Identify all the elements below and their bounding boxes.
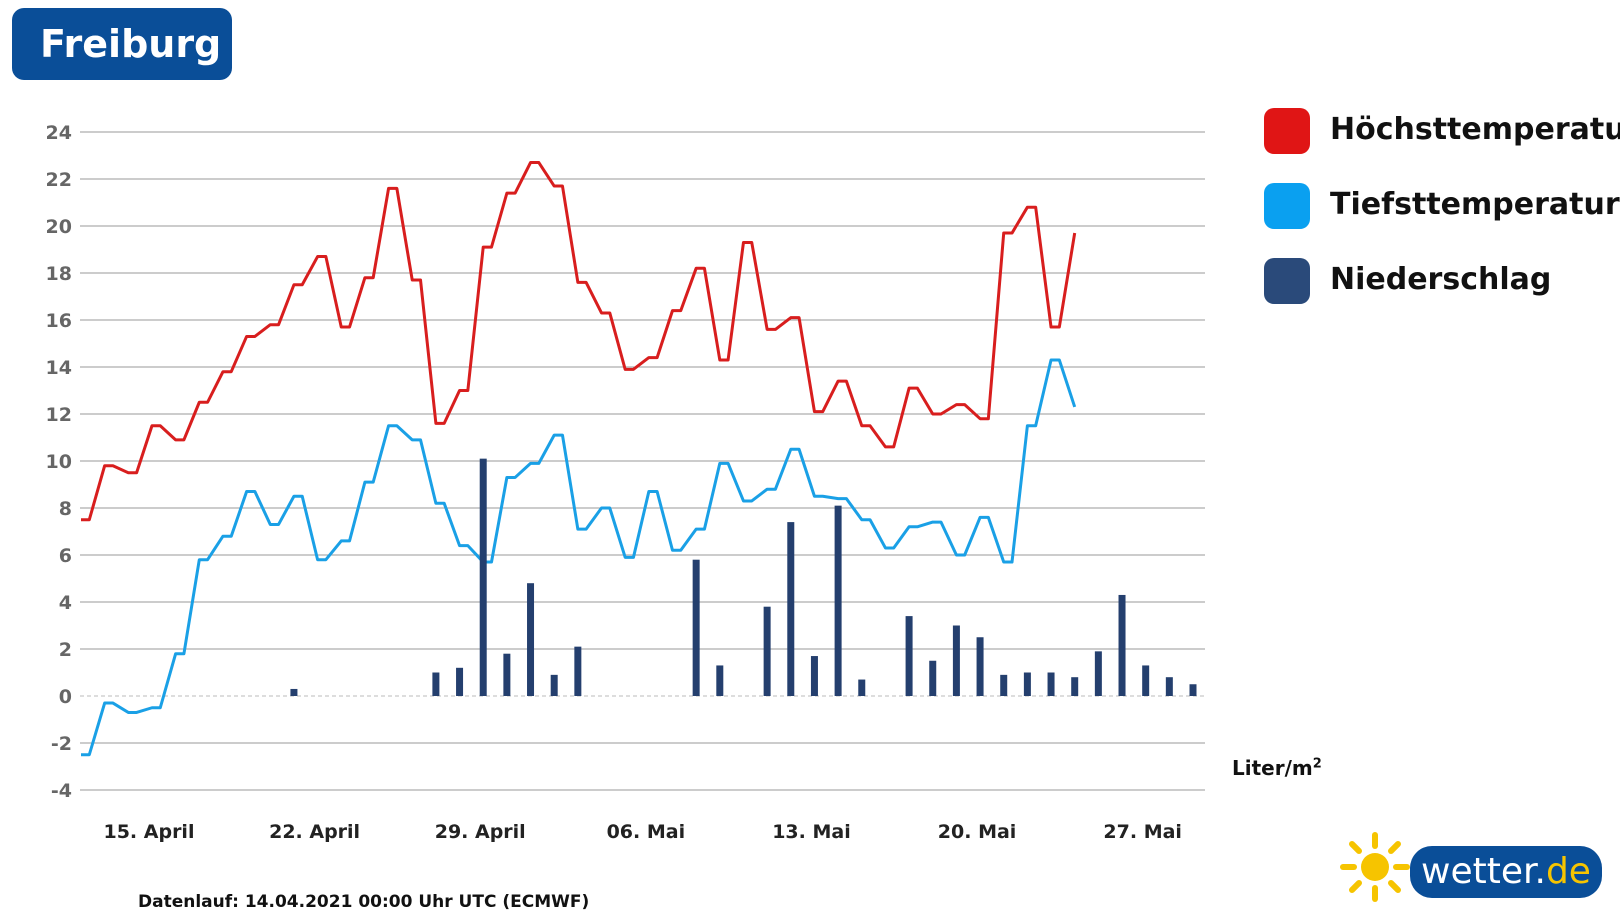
precip-bar: [503, 653, 511, 696]
y-tick-label: 14: [46, 357, 72, 379]
city-title: Freiburg: [12, 8, 232, 80]
precip-bar: [1047, 672, 1055, 696]
precip-bar: [550, 674, 558, 696]
logo-wordmark: wetter.de: [1410, 846, 1602, 898]
precip-bar: [574, 646, 582, 696]
x-tick-label: 27. Mai: [1103, 821, 1182, 843]
x-tick-label: 13. Mai: [772, 821, 851, 843]
logo-tld: de: [1545, 851, 1591, 892]
legend-swatch-tmin: [1264, 183, 1310, 229]
precip-bar: [763, 606, 771, 696]
x-tick-label: 29. April: [435, 821, 526, 843]
precip-bar: [1118, 594, 1126, 696]
y-tick-label: 6: [59, 545, 72, 567]
y-tick-label: -4: [51, 780, 72, 802]
sun-icon: [1340, 832, 1410, 902]
precip-bar: [834, 505, 842, 696]
y-tick-label: 22: [46, 169, 72, 191]
y-tick-label: 4: [59, 592, 72, 614]
legend-swatch-precip: [1264, 258, 1310, 304]
y-tick-label: 16: [46, 310, 72, 332]
precip-bar: [1000, 674, 1008, 696]
precip-unit-text: Liter/m: [1232, 756, 1313, 780]
wetter-de-logo: wetter.de: [1340, 832, 1610, 902]
x-tick-label: 22. April: [269, 821, 360, 843]
logo-main: wetter: [1421, 851, 1535, 892]
y-tick-label: 10: [46, 451, 72, 473]
precip-bar: [1165, 677, 1173, 696]
precip-unit-label: Liter/m2: [1232, 756, 1322, 780]
precip-bar: [1023, 672, 1031, 696]
legend-swatch-tmax: [1264, 108, 1310, 154]
precip-bar: [905, 616, 913, 696]
precip-bar: [1071, 677, 1079, 696]
x-tick-label: 20. Mai: [938, 821, 1017, 843]
precip-bar: [810, 656, 818, 696]
legend-label-precip: Niederschlag: [1330, 262, 1552, 297]
y-tick-label: 18: [46, 263, 72, 285]
precip-bar: [952, 625, 960, 696]
precip-bar: [432, 672, 440, 696]
precip-bar: [290, 688, 298, 696]
y-tick-label: 24: [46, 122, 72, 144]
precip-bar: [858, 679, 866, 696]
precip-bar: [479, 458, 487, 696]
y-tick-label: 2: [59, 639, 72, 661]
legend-label-tmin: Tiefsttemperatur: [1330, 187, 1620, 222]
precip-bar: [1094, 651, 1102, 696]
precip-bar: [1142, 665, 1150, 696]
precip-bar: [692, 559, 700, 696]
y-tick-label: -2: [51, 733, 72, 755]
y-tick-label: 20: [46, 216, 72, 238]
legend-label-tmax: Höchsttemperatur: [1330, 112, 1620, 147]
precip-bar: [527, 583, 535, 696]
precip-bar: [456, 667, 464, 696]
y-tick-label: 0: [59, 686, 72, 708]
precip-bar: [976, 637, 984, 696]
precip-bar: [716, 665, 724, 696]
precip-unit-exponent: 2: [1312, 756, 1322, 772]
tmin-line: [81, 358, 1077, 757]
y-tick-label: 12: [46, 404, 72, 426]
x-tick-label: 06. Mai: [607, 821, 686, 843]
precip-bar: [929, 660, 937, 696]
y-tick-label: 8: [59, 498, 72, 520]
logo-dot: .: [1534, 851, 1546, 892]
tmax-line: [81, 161, 1077, 522]
model-run-info: Datenlauf: 14.04.2021 00:00 Uhr UTC (ECM…: [138, 892, 590, 912]
precip-bar: [1189, 684, 1197, 696]
precip-bar: [787, 522, 795, 696]
x-tick-label: 15. April: [103, 821, 194, 843]
